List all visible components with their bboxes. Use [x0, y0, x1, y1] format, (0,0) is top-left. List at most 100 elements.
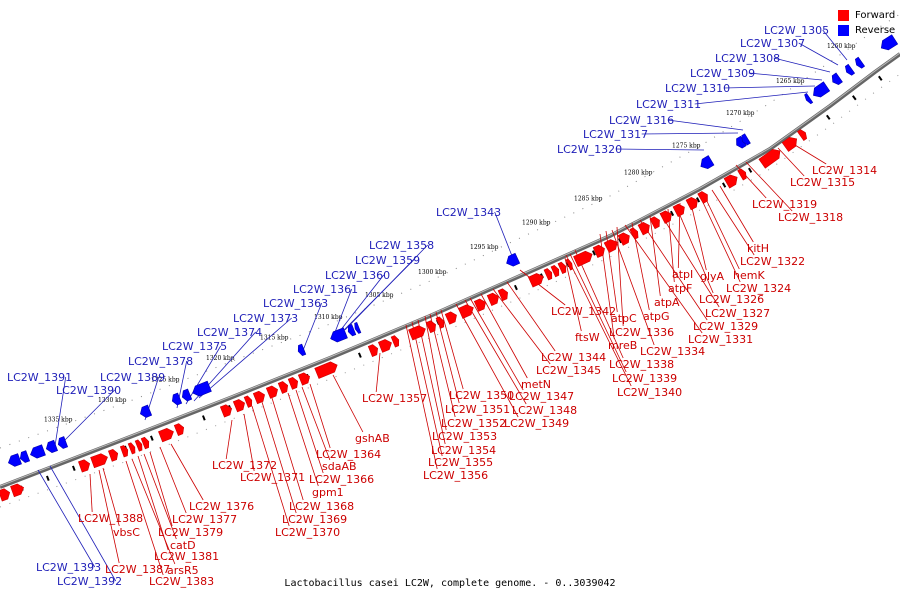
forward-label-leader — [261, 401, 297, 514]
forward-gene-arrow — [314, 361, 338, 379]
reverse-gene-arrow — [854, 56, 866, 69]
reverse-gene-label: LC2W_1361 — [293, 283, 358, 296]
reverse-gene-arrow — [804, 92, 814, 105]
forward-gene-arrow — [367, 344, 379, 357]
kbp-tick-mark — [748, 167, 753, 173]
forward-gene-label: LC2W_1329 — [693, 320, 758, 333]
scale-tick-label: 1300 kbp — [418, 269, 447, 276]
forward-label-leader — [405, 324, 438, 470]
reverse-arrow-shape — [804, 92, 814, 105]
forward-arrow-shape — [158, 428, 174, 443]
forward-arrow-shape — [243, 395, 253, 408]
forward-arrow-shape — [550, 264, 560, 278]
forward-arrow-shape — [697, 191, 708, 204]
forward-gene-label: LC2W_1376 — [189, 500, 254, 513]
reverse-gene-label: LC2W_1363 — [263, 297, 328, 310]
forward-gene-arrow — [232, 399, 245, 413]
kbp-tick-mark — [72, 465, 76, 471]
forward-gene-label: LC2W_1342 — [551, 305, 616, 318]
reverse-gene-label: LC2W_1309 — [690, 67, 755, 80]
forward-gene-label: LC2W_1370 — [275, 526, 340, 539]
forward-label-leader — [689, 198, 707, 271]
forward-label-leader — [309, 383, 331, 449]
reverse-gene-label: LC2W_1316 — [609, 114, 674, 127]
forward-label-leader — [703, 194, 740, 270]
forward-arrow-shape — [140, 436, 150, 450]
forward-gene-arrow — [543, 268, 553, 281]
reverse-gene-arrow — [813, 81, 831, 98]
reverse-gene-label: LC2W_1343 — [436, 206, 501, 219]
forward-label-leader — [125, 460, 164, 576]
reverse-label-leader — [798, 42, 839, 66]
reverse-arrow-shape — [700, 155, 715, 170]
forward-label-leader — [624, 224, 703, 334]
reverse-gene-arrow — [192, 380, 212, 397]
kbp-tick-mark — [721, 182, 727, 188]
forward-gene-label: LC2W_1348 — [512, 404, 577, 417]
scale-tick-label: 1325 kbp — [151, 377, 180, 384]
reverse-arrow-shape — [831, 72, 843, 86]
kbp-tick-mark — [852, 95, 857, 101]
scale-tick-label: 1335 kbp — [44, 416, 73, 423]
forward-label-leader — [271, 397, 304, 501]
forward-gene-arrow — [573, 250, 593, 267]
forward-label-leader — [159, 446, 187, 514]
forward-gene-label: LC2W_1315 — [790, 176, 855, 189]
reverse-gene-arrow — [347, 323, 357, 337]
forward-arrow-shape — [314, 361, 338, 379]
forward-arrow-shape — [649, 216, 660, 230]
forward-gene-arrow — [10, 483, 25, 498]
forward-gene-arrow — [457, 304, 474, 319]
inner-dotted-line — [0, 73, 900, 508]
backbone-layer — [0, 52, 900, 489]
forward-gene-label: LC2W_1357 — [362, 392, 427, 405]
forward-gene-label: LC2W_1366 — [309, 473, 374, 486]
forward-gene-label: LC2W_1383 — [149, 575, 214, 588]
forward-gene-label: LC2W_1340 — [617, 386, 682, 399]
forward-gene-arrow — [140, 436, 150, 450]
reverse-arrow-shape — [347, 323, 357, 337]
legend-label-forward: Forward — [855, 10, 896, 21]
reverse-arrow-shape — [45, 439, 58, 454]
forward-label-leader — [569, 253, 627, 373]
legend-item-forward: Forward — [838, 8, 895, 23]
forward-arrow-shape — [543, 268, 553, 281]
reverse-gene-label: LC2W_1373 — [233, 312, 298, 325]
forward-gene-label: LC2W_1326 — [699, 293, 764, 306]
forward-gene-arrow — [377, 339, 392, 353]
reverse-arrow-shape — [844, 63, 856, 76]
forward-gene-arrow — [737, 168, 747, 181]
forward-label-leader — [699, 195, 741, 283]
forward-label-leader — [102, 467, 120, 527]
forward-label-leader — [492, 288, 551, 365]
forward-label-leader — [375, 352, 381, 393]
forward-gene-label: vbsC — [113, 526, 140, 539]
forward-gene-arrow — [550, 264, 560, 278]
reverse-gene-label: LC2W_1359 — [355, 254, 420, 267]
forward-gene-label: LC2W_1318 — [778, 211, 843, 224]
forward-arrow-shape — [685, 196, 698, 211]
reverse-gene-label: LC2W_1393 — [36, 561, 101, 574]
forward-gene-arrow — [252, 390, 265, 405]
reverse-gene-arrow — [330, 327, 348, 343]
forward-gene-arrow — [557, 261, 567, 275]
forward-gene-label: LC2W_1379 — [158, 526, 223, 539]
kbp-tick-mark — [878, 75, 883, 81]
forward-arrow-shape — [219, 404, 232, 418]
reverse-gene-label: LC2W_1390 — [56, 384, 121, 397]
reverse-label-leader — [822, 29, 848, 61]
forward-gene-label: LC2W_1331 — [688, 333, 753, 346]
reverse-arrow-shape — [57, 436, 69, 449]
reverse-gene-label: LC2W_1310 — [665, 82, 730, 95]
forward-gene-label: LC2W_1349 — [504, 417, 569, 430]
forward-label-leader — [225, 419, 233, 460]
scale-tick-label: 1265 kbp — [776, 78, 805, 85]
genome-backbone — [0, 52, 900, 489]
forward-arrow-shape — [390, 335, 400, 348]
forward-gene-arrow — [603, 239, 618, 254]
forward-gene-arrow — [781, 136, 798, 152]
forward-label-leader — [574, 249, 624, 359]
forward-gene-label: LC2W_1347 — [509, 390, 574, 403]
reverse-label-leader — [615, 148, 705, 151]
